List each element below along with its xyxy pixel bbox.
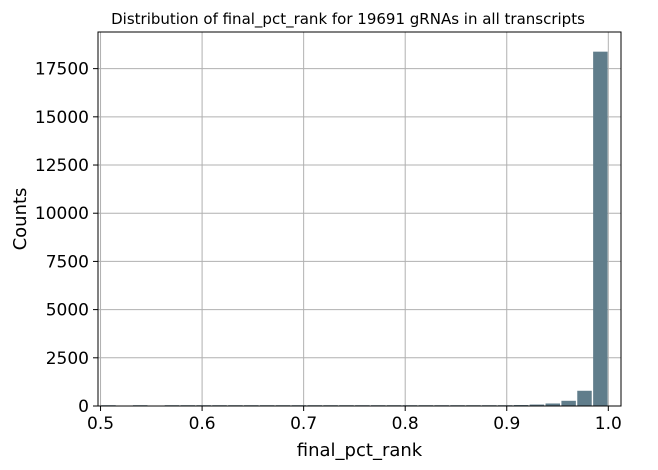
y-tick-label-4: 10000 <box>35 204 89 224</box>
x-tick-label-0: 0.5 <box>87 414 114 434</box>
x-tick-label-2: 0.7 <box>290 414 317 434</box>
histogram-bars <box>101 51 608 407</box>
x-tick-label-5: 1.0 <box>595 414 622 434</box>
y-tick-label-1: 2500 <box>46 349 89 369</box>
y-tick-label-2: 5000 <box>46 301 89 321</box>
x-tick-label-3: 0.8 <box>392 414 419 434</box>
y-tick-label-0: 0 <box>78 397 89 417</box>
y-tick-label-7: 17500 <box>35 60 89 80</box>
x-tick-label-1: 0.6 <box>189 414 216 434</box>
y-tick-label-3: 7500 <box>46 252 89 272</box>
plot-frame <box>97 31 622 407</box>
histogram-bar-29 <box>561 400 576 406</box>
y-tick-label-6: 15000 <box>35 108 89 128</box>
grid-lines <box>98 32 621 407</box>
y-axis-label: Counts <box>10 188 31 251</box>
x-tick-label-4: 0.9 <box>493 414 520 434</box>
y-axis-ticks: 0 2500 5000 7500 10000 12500 15000 17500 <box>35 60 98 417</box>
y-tick-label-5: 12500 <box>35 156 89 176</box>
histogram-bar-27 <box>529 404 545 406</box>
chart-title: Distribution of final_pct_rank for 19691… <box>111 10 585 29</box>
histogram-bar-30 <box>577 390 592 406</box>
histogram-bar-28 <box>545 403 561 406</box>
x-axis-label: final_pct_rank <box>297 440 423 461</box>
x-axis-ticks: 0.5 0.6 0.7 0.8 0.9 1.0 <box>87 406 622 434</box>
histogram-bar-31 <box>593 51 608 407</box>
